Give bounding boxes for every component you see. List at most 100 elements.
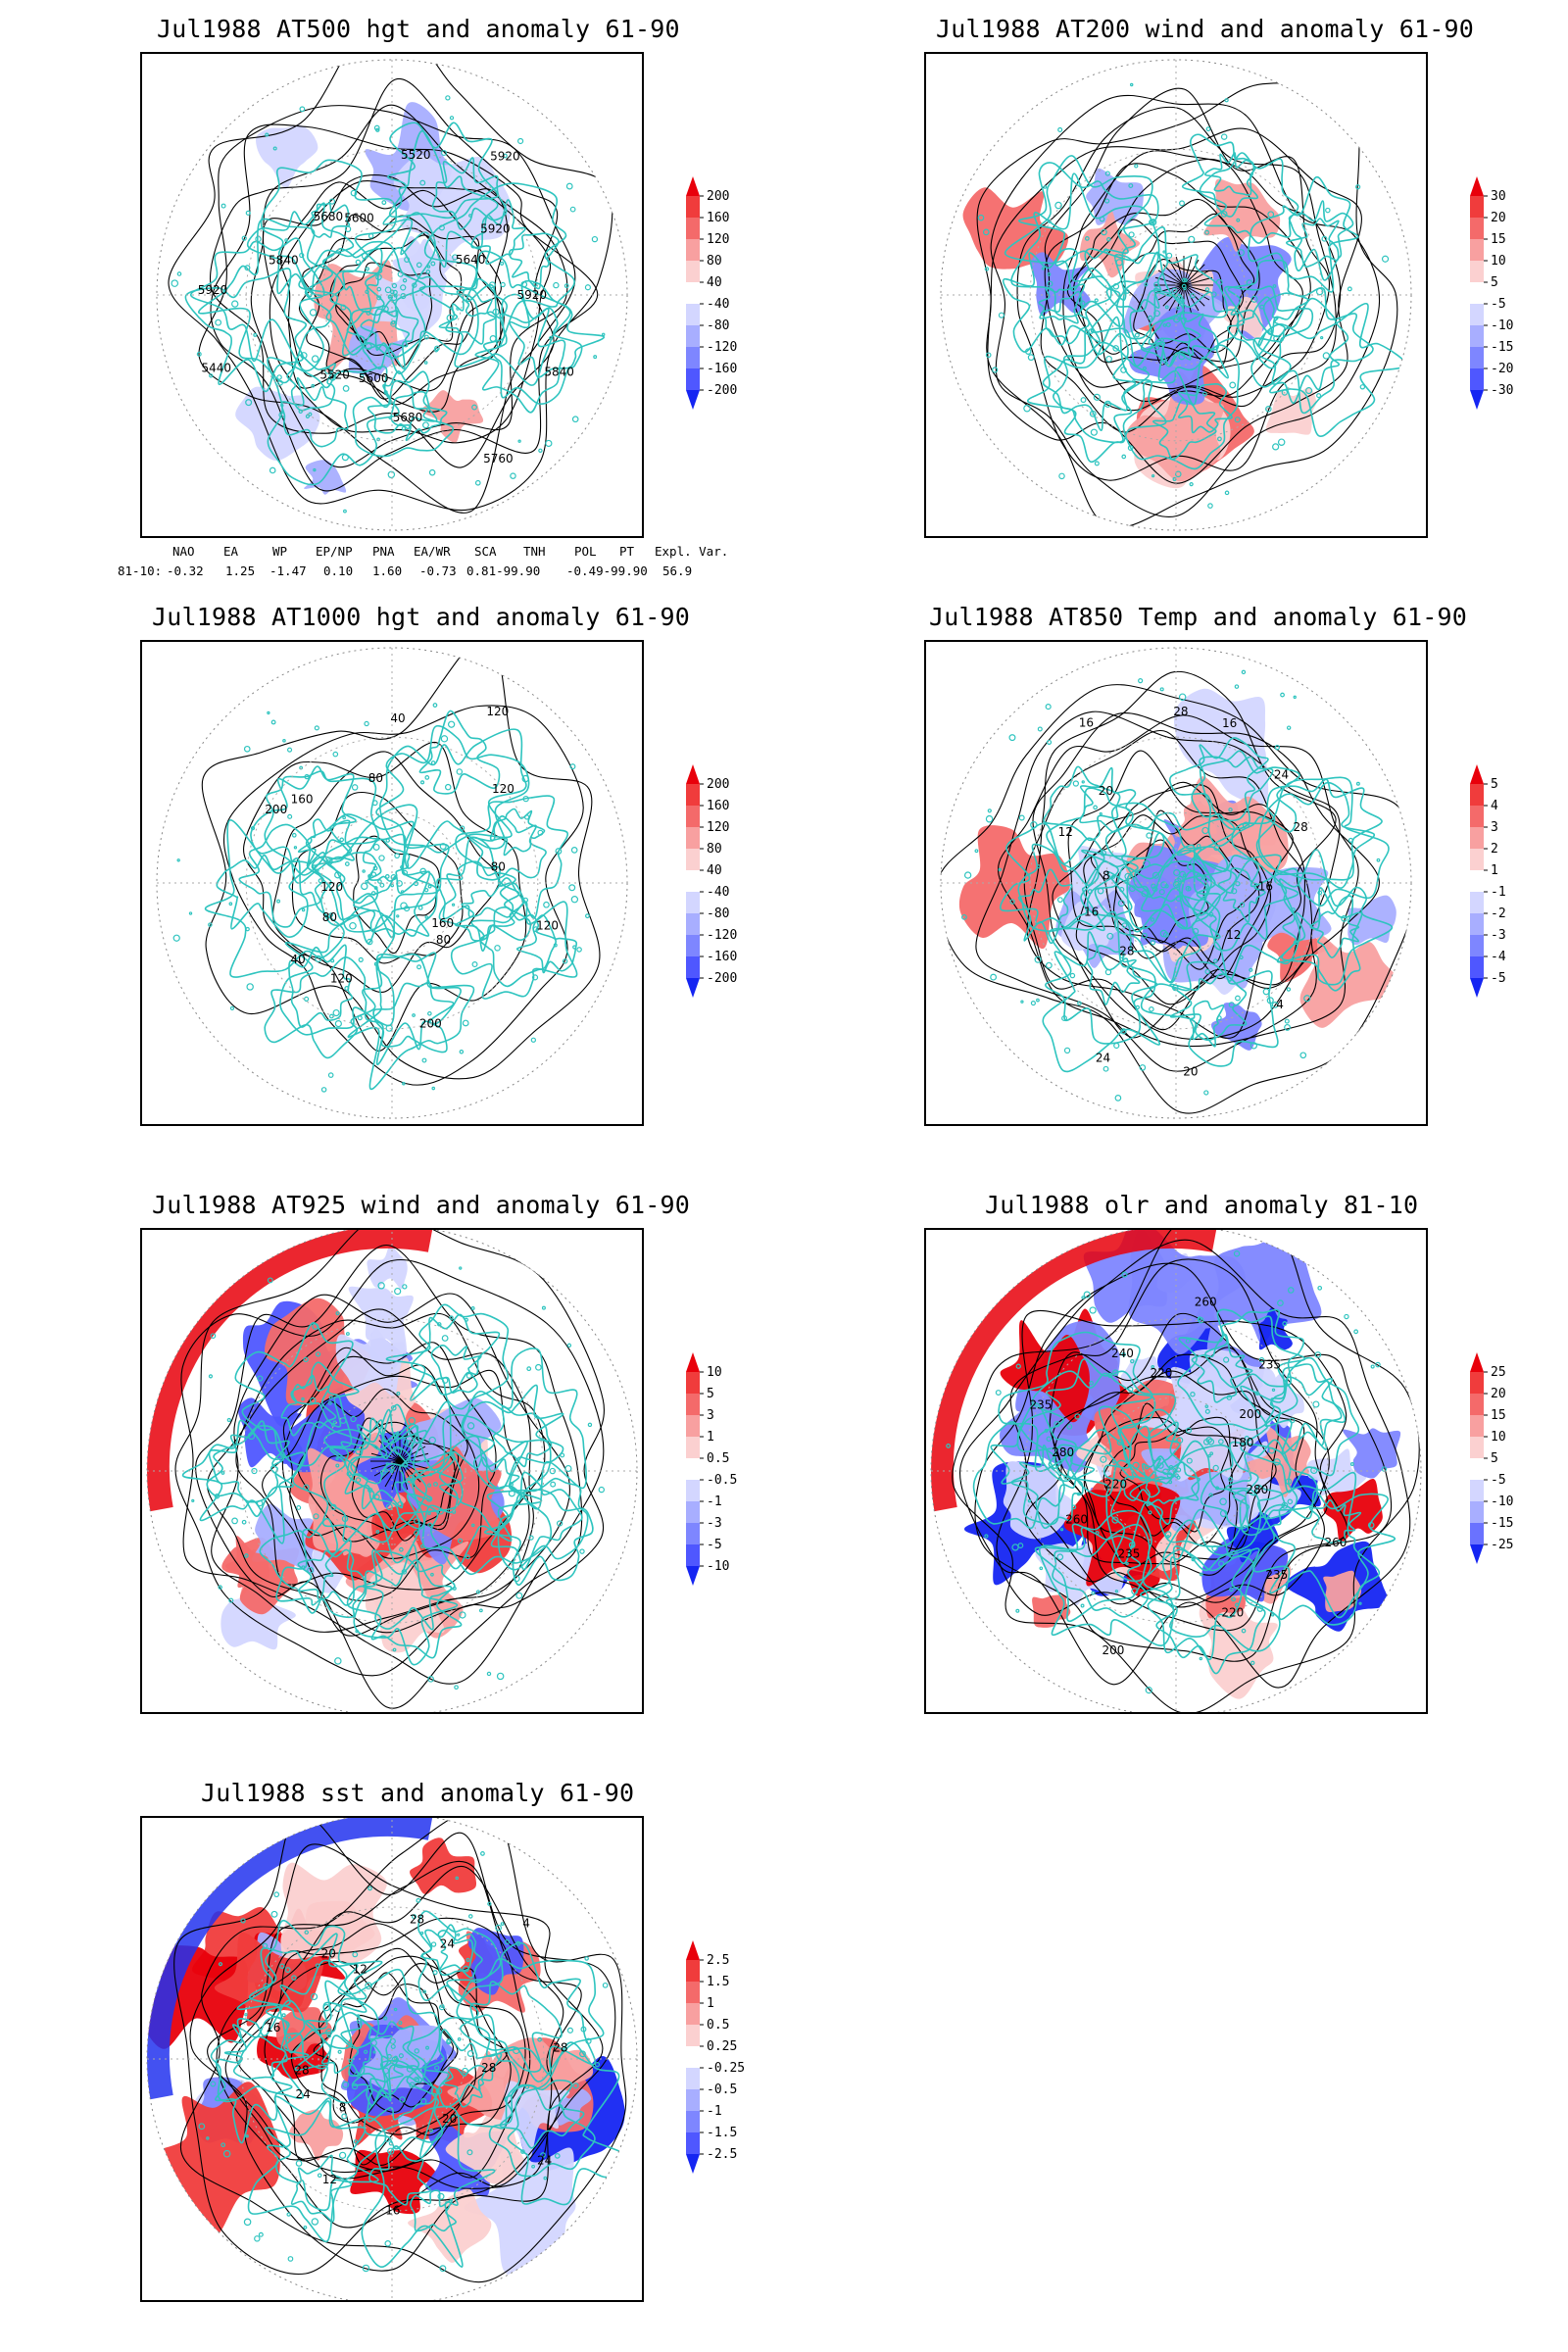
- coastline: [344, 986, 350, 991]
- coastline: [432, 1970, 438, 1976]
- contour-label: 5920: [480, 221, 511, 235]
- coastline: [311, 383, 316, 388]
- colorbar-tick-label: 5: [707, 1387, 714, 1401]
- coastline: [1144, 282, 1149, 287]
- panel-title: Jul1988 AT850 Temp and anomaly 61-90: [929, 603, 1468, 631]
- coastline: [344, 225, 352, 233]
- colorbar-tick-label: 15: [1491, 232, 1506, 247]
- coastline: [535, 1363, 542, 1371]
- coastline: [402, 1284, 408, 1290]
- coastline: [1265, 406, 1272, 413]
- anomaly-shading: [350, 2149, 436, 2215]
- coastline: [1152, 886, 1158, 893]
- coastline: [243, 745, 251, 753]
- coastline: [332, 1008, 340, 1017]
- colorbar-segment: [686, 1437, 700, 1458]
- coastline: [1199, 750, 1300, 847]
- contour-label: 16: [1079, 715, 1094, 729]
- coastline: [1054, 201, 1062, 210]
- colorbar-segment: [1470, 1437, 1484, 1458]
- coastline: [1150, 940, 1156, 946]
- coastline: [990, 1402, 1096, 1526]
- coastline: [1129, 289, 1240, 406]
- coastline: [263, 1983, 270, 1989]
- coastline: [346, 1548, 463, 1659]
- coastline: [1135, 1004, 1141, 1010]
- anomaly-shading: [348, 1286, 414, 1354]
- colorbar-tick-label: -160: [707, 950, 737, 964]
- coastline: [1102, 248, 1109, 254]
- coastline: [387, 122, 499, 220]
- streamline: [391, 1460, 401, 1491]
- contour-line: [271, 751, 501, 993]
- coastline: [251, 1467, 258, 1475]
- coastline: [1250, 1042, 1258, 1050]
- coastline: [1027, 316, 1167, 464]
- coastline: [427, 884, 432, 889]
- coastline: [598, 1486, 605, 1494]
- coastline: [431, 1086, 436, 1091]
- coastline: [298, 240, 426, 356]
- coastline: [1083, 1291, 1091, 1298]
- coastline: [245, 210, 251, 216]
- coastline: [602, 1982, 609, 1988]
- contour-line: [1115, 809, 1260, 964]
- coastline: [1199, 1572, 1203, 1577]
- teleconnection-index-table: NAO EA WP EP/NP PNA EA/WR SCA TNH POL PT…: [118, 544, 728, 583]
- coastline: [340, 304, 347, 311]
- coastline: [368, 233, 374, 239]
- coastline: [520, 2149, 525, 2154]
- coastline: [1030, 820, 1038, 829]
- coastline: [210, 2081, 217, 2087]
- coastline: [332, 1420, 337, 1425]
- coastline: [1229, 1587, 1234, 1592]
- coastline: [430, 1345, 482, 1394]
- colorbar-tick-label: 2: [1491, 842, 1498, 857]
- coastline: [1286, 987, 1292, 992]
- coastline: [1291, 907, 1296, 912]
- coastline: [1046, 739, 1053, 746]
- anomaly-shading: [256, 124, 318, 189]
- contour-label: 235: [1117, 1547, 1140, 1561]
- coastline: [521, 774, 529, 783]
- coastline: [585, 2037, 592, 2044]
- coastline: [1317, 890, 1323, 896]
- coastline: [1264, 1376, 1347, 1455]
- colorbar-arrow-top: [1470, 1352, 1484, 1372]
- colorbar-arrow-bottom: [1470, 1544, 1484, 1564]
- coastline: [984, 1534, 989, 1539]
- coastline: [415, 2078, 419, 2083]
- contour-label: 5600: [359, 371, 389, 385]
- coastline: [1063, 1047, 1071, 1054]
- coastline: [1031, 1370, 1156, 1483]
- colorbar-segment: [686, 1523, 700, 1544]
- coastline: [1071, 1504, 1077, 1510]
- coastline: [429, 2129, 434, 2133]
- coastline: [430, 1572, 434, 1577]
- colorbar-segment: [1470, 282, 1484, 304]
- coastline: [570, 896, 579, 904]
- coastline: [1178, 693, 1187, 701]
- contour-label: 235: [1030, 1397, 1053, 1411]
- colorbar-segment: [1470, 784, 1484, 806]
- colorbar-tick-label: -4: [1491, 950, 1506, 964]
- coastline: [313, 467, 317, 472]
- coastline: [222, 2149, 231, 2158]
- coastline: [344, 861, 350, 866]
- coastline: [1111, 1369, 1119, 1377]
- coastline: [565, 182, 573, 190]
- coastline: [482, 293, 583, 405]
- coastline: [500, 1922, 505, 1927]
- colorbar-arrow-bottom: [686, 390, 700, 410]
- coastline: [470, 1306, 475, 1310]
- coastline: [995, 1390, 1002, 1396]
- coastline: [293, 846, 298, 850]
- contour-label: 24: [537, 2153, 552, 2167]
- contour-label: 24: [440, 1937, 455, 1951]
- coastline: [454, 877, 524, 953]
- coastline: [244, 1553, 249, 1558]
- contour-label: 16: [385, 2203, 400, 2217]
- colorbar-tick-label: 15: [1491, 1408, 1506, 1423]
- coastline: [593, 355, 598, 360]
- coastline: [1173, 316, 1181, 323]
